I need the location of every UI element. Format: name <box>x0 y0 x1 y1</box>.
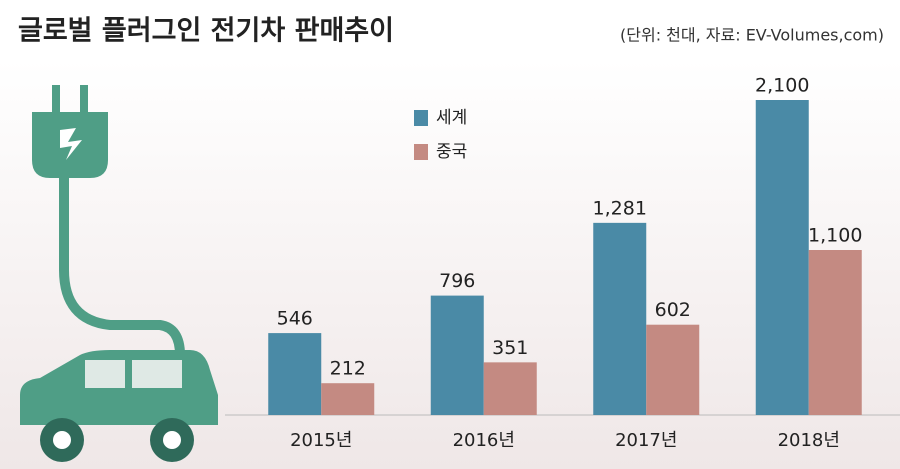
chart-subtitle: (단위: 천대, 자료: EV-Volumes,com) <box>620 26 884 45</box>
value-label: 212 <box>330 358 366 380</box>
value-label: 2,100 <box>755 75 809 97</box>
legend-label: 세계 <box>436 108 467 128</box>
value-label: 546 <box>277 308 313 330</box>
legend-swatch <box>414 144 428 160</box>
x-tick-label: 2017년 <box>615 430 677 451</box>
x-tick-label: 2015년 <box>290 430 352 451</box>
legend-label: 중국 <box>436 142 467 162</box>
value-label: 1,281 <box>593 197 647 219</box>
bar <box>321 383 375 415</box>
chart-title: 글로벌 플러그인 전기차 판매추이 <box>18 16 394 47</box>
bar <box>483 362 537 415</box>
x-tick-label: 2018년 <box>778 430 840 451</box>
bar <box>593 222 647 415</box>
value-label: 351 <box>492 337 528 359</box>
legend-swatch <box>414 110 428 126</box>
ev-illustration <box>20 85 218 462</box>
bar <box>430 295 484 415</box>
x-tick-label: 2016년 <box>453 430 515 451</box>
bar <box>755 100 809 415</box>
bar <box>808 250 862 415</box>
value-label: 1,100 <box>808 225 862 247</box>
bar <box>268 333 322 415</box>
value-label: 602 <box>655 299 691 321</box>
value-label: 796 <box>439 270 475 292</box>
bar <box>646 324 700 415</box>
